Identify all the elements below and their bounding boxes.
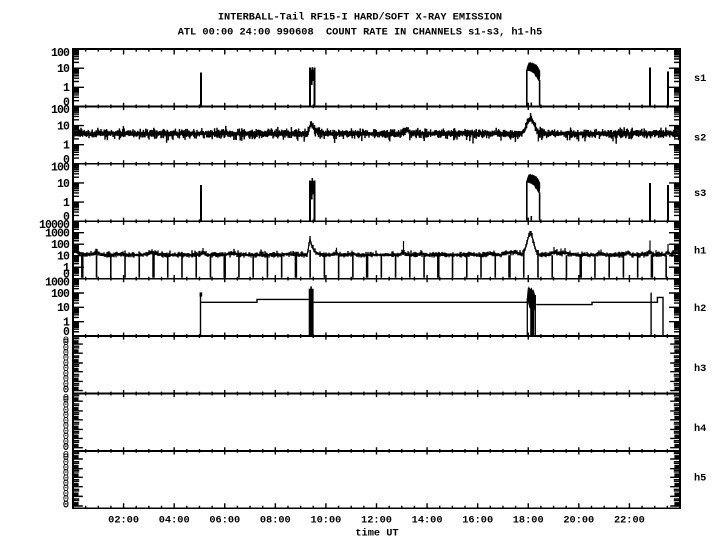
svg-text:0: 0 (63, 348, 69, 360)
svg-text:s2: s2 (694, 133, 706, 145)
svg-text:10: 10 (57, 250, 70, 263)
svg-text:06:00: 06:00 (209, 515, 240, 527)
svg-text:0: 0 (63, 457, 69, 469)
svg-text:h3: h3 (694, 363, 706, 375)
svg-text:14:00: 14:00 (412, 515, 443, 527)
svg-text:h5: h5 (694, 472, 706, 484)
svg-text:time UT: time UT (355, 528, 398, 540)
svg-text:h1: h1 (694, 245, 706, 257)
svg-text:0: 0 (63, 483, 69, 495)
svg-text:0: 0 (63, 384, 69, 396)
svg-text:100: 100 (51, 239, 70, 252)
svg-text:1000: 1000 (45, 228, 70, 241)
svg-text:s3: s3 (694, 188, 706, 200)
svg-text:0: 0 (63, 335, 69, 347)
svg-text:ATL 00:00 24:00 990608 COUNT: ATL 00:00 24:00 990608 COUNT RATE IN CHA… (178, 27, 543, 39)
svg-text:10:00: 10:00 (310, 515, 341, 527)
svg-text:10000: 10000 (39, 219, 70, 232)
svg-text:0: 0 (63, 363, 69, 375)
svg-text:10: 10 (57, 120, 70, 133)
svg-text:0: 0 (63, 394, 69, 406)
svg-text:0: 0 (63, 96, 70, 109)
svg-text:0: 0 (63, 499, 69, 511)
svg-text:0: 0 (63, 337, 69, 349)
svg-text:02:00: 02:00 (108, 515, 139, 527)
svg-text:0: 0 (63, 326, 70, 339)
svg-text:0: 0 (63, 494, 69, 506)
svg-text:10: 10 (57, 302, 70, 315)
svg-text:0: 0 (63, 441, 69, 453)
svg-text:0: 0 (63, 384, 69, 396)
svg-text:16:00: 16:00 (462, 515, 493, 527)
svg-text:100: 100 (51, 47, 70, 60)
svg-text:08:00: 08:00 (260, 515, 291, 527)
svg-text:22:00: 22:00 (614, 515, 645, 527)
svg-text:0: 0 (63, 473, 69, 485)
svg-text:0: 0 (63, 499, 69, 511)
svg-text:1: 1 (63, 317, 70, 330)
svg-text:0: 0 (63, 462, 69, 474)
svg-text:0: 0 (63, 488, 69, 500)
svg-text:0: 0 (63, 269, 70, 282)
svg-text:0: 0 (63, 452, 69, 464)
svg-text:0: 0 (63, 468, 69, 480)
svg-text:0: 0 (63, 374, 69, 386)
svg-text:0: 0 (63, 379, 69, 391)
svg-text:20:00: 20:00 (563, 515, 594, 527)
svg-text:0: 0 (63, 154, 70, 167)
svg-text:100: 100 (51, 288, 70, 301)
svg-text:18:00: 18:00 (513, 515, 544, 527)
svg-text:04:00: 04:00 (159, 515, 190, 527)
svg-text:0: 0 (63, 415, 69, 427)
svg-text:100: 100 (51, 162, 70, 175)
svg-text:0: 0 (63, 405, 69, 417)
svg-text:0: 0 (63, 478, 69, 490)
svg-text:INTERBALL-Tail RF15-I HARD/SOF: INTERBALL-Tail RF15-I HARD/SOFT X-RAY EM… (218, 12, 502, 24)
svg-text:0: 0 (63, 442, 69, 454)
svg-text:0: 0 (63, 392, 69, 404)
svg-text:0: 0 (63, 358, 69, 370)
svg-text:10: 10 (57, 178, 70, 191)
svg-text:10: 10 (57, 63, 70, 76)
svg-text:0: 0 (63, 211, 70, 224)
svg-text:0: 0 (63, 431, 69, 443)
svg-text:1: 1 (63, 82, 70, 95)
svg-text:0: 0 (63, 368, 69, 380)
svg-text:12:00: 12:00 (361, 515, 392, 527)
svg-text:1000: 1000 (45, 276, 70, 289)
svg-text:h2: h2 (694, 303, 706, 315)
svg-text:0: 0 (63, 342, 69, 354)
svg-text:0: 0 (63, 426, 69, 438)
svg-text:1: 1 (63, 139, 70, 152)
svg-text:0: 0 (63, 436, 69, 448)
svg-text:h4: h4 (694, 423, 706, 435)
svg-text:0: 0 (63, 410, 69, 422)
svg-text:0: 0 (63, 450, 69, 462)
svg-text:1: 1 (63, 197, 70, 210)
svg-text:0: 0 (63, 353, 69, 365)
svg-text:0: 0 (63, 400, 69, 412)
svg-text:1: 1 (63, 262, 70, 275)
svg-text:s1: s1 (694, 73, 706, 85)
svg-text:0: 0 (63, 421, 69, 433)
svg-text:100: 100 (51, 104, 70, 117)
